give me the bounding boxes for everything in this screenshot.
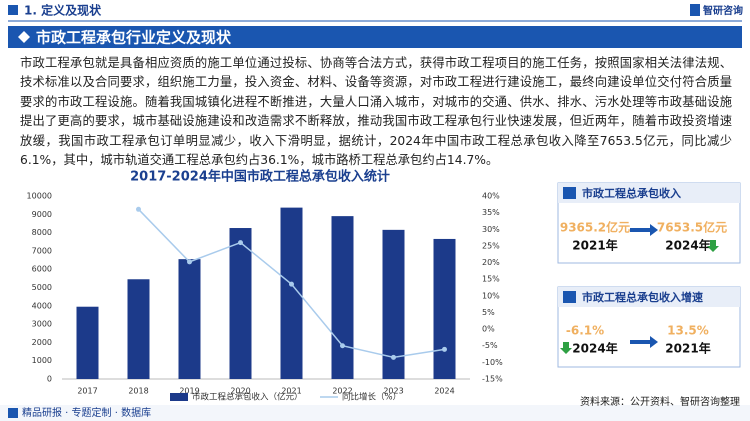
page-title: 市政工程承包行业定义及现状 xyxy=(36,29,232,47)
y2-tick-label: -15% xyxy=(482,375,503,384)
legend-label: 同比增长（%） xyxy=(342,392,401,403)
panel-year: 2021年 xyxy=(572,238,617,253)
title-banner xyxy=(8,26,742,48)
bar xyxy=(76,306,99,379)
logo: 智研咨询 xyxy=(703,4,743,17)
y-tick-label: 9000 xyxy=(32,210,52,219)
chart-title: 2017-2024年中国市政工程总承包收入统计 xyxy=(130,169,390,185)
line-marker xyxy=(136,206,141,212)
footer-left: 精品研报 · 专题定制 · 数据库 xyxy=(22,406,151,419)
bar xyxy=(178,259,201,379)
y-tick-label: 8000 xyxy=(32,228,52,237)
arrow xyxy=(630,224,658,236)
y-tick-label: 5000 xyxy=(32,283,52,292)
y2-tick-label: 15% xyxy=(482,275,500,284)
chart: 0 1000 2000 3000 4000 5000 6000 7000 8000 9000 100… xyxy=(27,192,504,403)
panel-title: 市政工程总承包收入增速 xyxy=(582,290,703,304)
y-tick-label: 1000 xyxy=(32,356,52,365)
x-tick-label: 2018 xyxy=(128,387,148,396)
y-tick-label: 3000 xyxy=(32,320,52,329)
line-marker xyxy=(187,259,192,265)
paragraph: 市政工程承包就是具备相应资质的施工单位通过投标、协商等合法方式，获得市政工程项目… xyxy=(20,56,732,168)
down-arrow xyxy=(560,342,572,354)
bar xyxy=(280,207,303,379)
bar xyxy=(229,228,252,379)
panel-year: 2024年 xyxy=(665,238,710,253)
y2-tick-label: 5% xyxy=(482,308,495,317)
y2-tick-label: 10% xyxy=(482,291,500,300)
section-icon xyxy=(8,5,18,15)
y2-tick-label: -5% xyxy=(482,341,498,350)
panel-value: 7653.5亿元 xyxy=(657,220,727,235)
x-tick-label: 2023 xyxy=(383,387,403,396)
bar xyxy=(127,279,150,379)
footer-icon xyxy=(8,408,18,418)
panel: 市政工程总承包收入 9365.2亿元 2021年 7653.5亿元 2024年 xyxy=(557,182,741,264)
bar xyxy=(382,229,405,379)
logo-icon xyxy=(690,4,700,16)
banner-icon xyxy=(18,31,30,43)
y-tick-label: 7000 xyxy=(32,246,52,255)
panel-year: 2024年 xyxy=(572,341,617,356)
y2-tick-label: 35% xyxy=(482,208,500,217)
y-tick-label: 2000 xyxy=(32,338,52,347)
line-marker xyxy=(442,346,447,352)
panel-header xyxy=(558,287,740,307)
y2-tick-label: 30% xyxy=(482,225,500,234)
y-tick-label: 10000 xyxy=(27,192,52,201)
y2-tick-label: 40% xyxy=(482,192,500,201)
arrow xyxy=(630,336,658,348)
line-marker xyxy=(289,281,294,287)
y-tick-label: 0 xyxy=(47,375,52,384)
x-tick-label: 2020 xyxy=(230,387,250,396)
footer-bar xyxy=(0,405,750,421)
line-marker xyxy=(340,343,345,349)
y2-tick-label: -10% xyxy=(482,358,503,367)
panel: 市政工程总承包收入增速 -6.1% 2024年 13.5% 2021年 xyxy=(557,286,741,368)
y-tick-label: 6000 xyxy=(32,265,52,274)
panel-year: 2021年 xyxy=(665,341,710,356)
line-marker xyxy=(391,354,396,360)
panel-header xyxy=(558,183,740,203)
legend-swatch xyxy=(170,393,188,401)
bar xyxy=(433,238,456,379)
source: 资料来源：公开资料、智研咨询整理 xyxy=(580,395,740,408)
x-tick-label: 2017 xyxy=(77,387,97,396)
panel-title: 市政工程总承包收入 xyxy=(582,186,681,200)
panel-value: 13.5% xyxy=(667,324,709,338)
panel-icon xyxy=(563,291,576,303)
legend-label: 市政工程总承包收入（亿元） xyxy=(192,392,303,403)
x-tick-label: 2024 xyxy=(434,387,454,396)
x-tick-label: 2022 xyxy=(332,387,352,396)
bar xyxy=(331,216,354,379)
panel-icon xyxy=(563,187,576,199)
x-tick-label: 2019 xyxy=(179,387,199,396)
y2-tick-label: 25% xyxy=(482,241,500,250)
section-title: 1. 定义及现状 xyxy=(24,3,102,18)
down-arrow xyxy=(707,240,719,252)
y2-tick-label: 20% xyxy=(482,258,500,267)
panel-value: 9365.2亿元 xyxy=(560,220,630,235)
panel-value: -6.1% xyxy=(566,324,604,338)
y2-tick-label: 0% xyxy=(482,325,495,334)
line-marker xyxy=(238,240,243,246)
y-tick-label: 4000 xyxy=(32,301,52,310)
x-tick-label: 2021 xyxy=(281,387,301,396)
